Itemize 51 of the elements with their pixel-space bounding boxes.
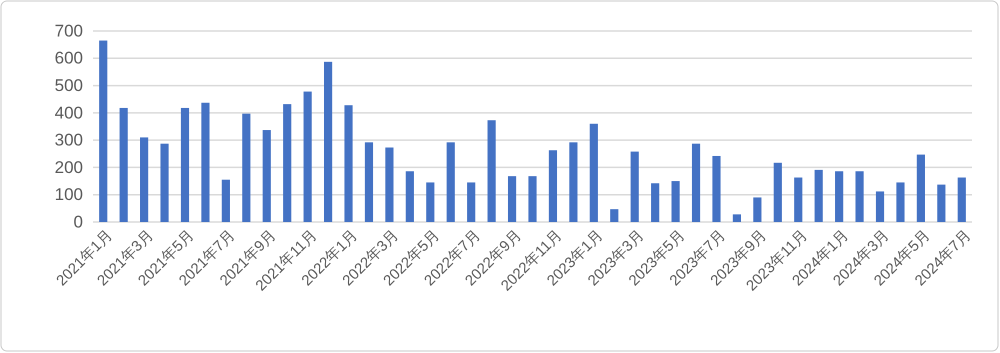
bar	[120, 108, 128, 222]
bar	[140, 137, 148, 222]
bar	[937, 184, 946, 222]
bar	[467, 182, 476, 222]
bar	[283, 104, 292, 222]
y-tick-label: 500	[54, 76, 83, 96]
bar	[528, 176, 537, 222]
bar	[916, 154, 925, 222]
bar	[446, 142, 455, 222]
bar	[569, 142, 578, 222]
bar	[753, 197, 762, 222]
y-tick-label: 200	[54, 158, 83, 177]
bar	[835, 171, 844, 222]
bar	[344, 105, 353, 222]
bar	[99, 40, 108, 222]
bar	[712, 156, 721, 222]
bar	[590, 124, 598, 222]
bar	[672, 181, 680, 222]
bar	[548, 150, 558, 222]
bar	[794, 178, 802, 222]
y-tick-label: 100	[54, 185, 83, 204]
bar	[201, 102, 210, 222]
y-tick-label: 600	[54, 48, 83, 68]
bar	[692, 144, 700, 222]
bar	[630, 152, 639, 222]
bar	[304, 92, 312, 222]
bar	[160, 144, 169, 222]
bar	[814, 170, 823, 222]
bar	[488, 120, 496, 222]
bar	[508, 176, 516, 222]
bar	[364, 142, 374, 222]
bar	[855, 171, 864, 222]
bar	[958, 178, 966, 222]
bar	[896, 182, 905, 222]
bar	[774, 162, 782, 222]
bar	[426, 182, 434, 222]
y-tick-label: 700	[54, 21, 83, 40]
y-tick-label: 0	[74, 212, 83, 232]
bar	[876, 191, 884, 222]
bar	[242, 114, 250, 222]
bar	[732, 214, 742, 222]
bar	[651, 183, 660, 222]
bar	[180, 108, 190, 222]
bar	[262, 130, 271, 222]
bar	[385, 148, 394, 222]
y-tick-label: 400	[54, 103, 83, 122]
y-tick-label: 300	[54, 130, 83, 150]
bar	[222, 180, 230, 222]
bar	[406, 171, 414, 222]
bar	[324, 62, 332, 222]
bar	[610, 209, 618, 222]
